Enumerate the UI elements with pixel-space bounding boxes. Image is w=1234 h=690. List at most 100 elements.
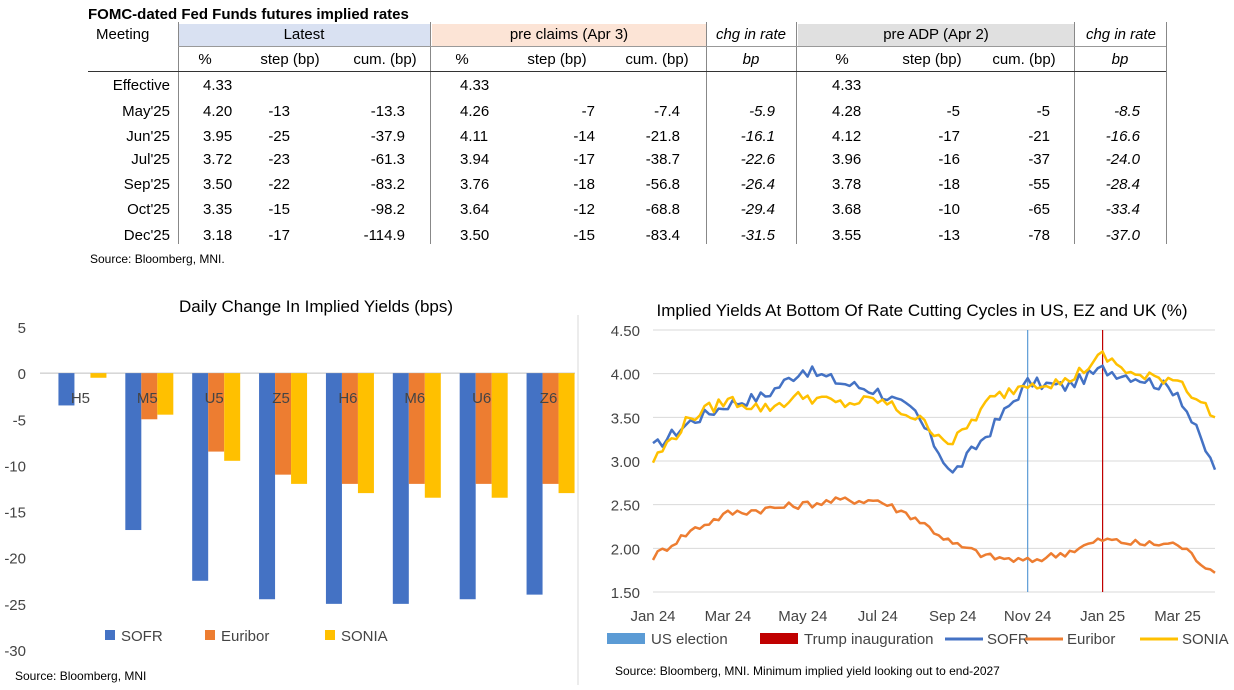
y-tick-label: 2.00 [611,541,640,558]
y-tick-label: 4.50 [611,323,640,340]
bar-sofr [58,373,75,406]
bar-sonia [424,373,441,498]
table-cell: -13.3 [370,103,405,120]
table-cell: -5 [946,103,960,120]
table-cell: 4.20 [203,103,233,120]
table-cell: -7.4 [654,103,680,120]
column-divider [1166,22,1167,244]
bar-euribor [141,373,158,420]
table-row-meeting: Jun'25 [126,128,170,145]
table-cell: -37 [1028,151,1050,168]
legend-label-trump-inauguration: Trump inauguration [804,631,934,648]
group-header-fill [1076,24,1166,46]
table-cell: -24.0 [1105,151,1140,168]
table-cell: -22 [268,176,290,193]
table-row-meeting: Dec'25 [123,227,170,244]
y-tick-label: -30 [4,643,26,660]
bar-sonia [558,373,575,494]
table-cell: -23 [268,151,290,168]
x-tick-label: U6 [472,390,491,407]
column-divider [178,22,179,244]
table-cell: -25 [268,128,290,145]
table-cell: 3.94 [460,151,490,168]
implied-yields-chart: Implied Yields At Bottom Of Rate Cutting… [595,290,1234,685]
table-cell: 4.11 [460,128,489,145]
legend-label-us-election: US election [651,631,728,648]
table-cell: -37.9 [370,128,405,145]
table-cell: -5.9 [749,103,775,120]
table-cell: -17 [573,151,595,168]
table-cell: -65 [1028,201,1050,218]
table-cell: -10 [938,201,960,218]
x-tick-label: Z6 [540,390,558,407]
x-tick-label: Jan 25 [1080,608,1125,625]
legend-swatch-sonia [325,630,335,640]
table-cell: 4.33 [460,77,490,94]
table-cell: -22.6 [740,151,775,168]
table-cell: -55 [1028,176,1050,193]
subheader-1: step (bp) [260,51,320,68]
table-cell: -21 [1028,128,1050,145]
column-divider [430,22,431,244]
table-cell: -61.3 [370,151,405,168]
legend-label-euribor: Euribor [221,628,269,645]
table-cell: -13 [268,103,290,120]
x-tick-label: M6 [404,390,425,407]
table-cell: 3.96 [832,151,862,168]
table-cell: 3.50 [203,176,233,193]
bar-sofr [192,373,209,581]
table-source: Source: Bloomberg, MNI. [90,252,225,266]
group-header-fill [432,24,706,46]
x-tick-label: Jan 24 [630,608,675,625]
table-cell: -16 [938,151,960,168]
legend-label-sonia: SONIA [1182,631,1229,648]
y-tick-label: -20 [4,551,26,568]
table-cell: 3.68 [832,201,862,218]
table-cell: -15 [573,227,595,244]
legend-swatch-us-election [607,633,645,644]
bar-sonia [491,373,508,498]
x-tick-label: Jul 24 [858,608,898,625]
table-row-meeting: May'25 [122,103,170,120]
bar-euribor [341,373,358,484]
table-cell: -33.4 [1105,201,1140,218]
table-cell: -78 [1028,227,1050,244]
group-header-label: chg in rate [715,26,787,43]
table-cell: -38.7 [645,151,680,168]
table-cell: 3.72 [203,151,233,168]
column-divider [706,22,707,244]
table-cell: -17 [268,227,290,244]
table-cell: 3.18 [203,227,233,244]
bar-sofr [259,373,276,600]
table-cell: 3.50 [460,227,490,244]
table-cell: -16.1 [740,128,775,145]
table-title: FOMC-dated Fed Funds futures implied rat… [88,6,409,23]
table-row-meeting: Oct'25 [127,201,170,218]
table-cell: -83.2 [370,176,405,193]
bar-sonia [291,373,308,484]
subheader-4: step (bp) [527,51,587,68]
subheader-9: cum. (bp) [992,51,1056,68]
column-divider [1074,22,1075,244]
x-tick-label: H5 [71,390,90,407]
subheader-0: % [198,51,212,68]
x-tick-label: Sep 24 [929,608,977,625]
group-header-fill [706,24,796,46]
subheader-rule [88,71,1166,72]
bar-sofr [325,373,342,604]
table-cell: -98.2 [370,201,405,218]
subheader-5: cum. (bp) [625,51,689,68]
column-divider [796,22,797,244]
series-line-euribor [651,496,1216,574]
y-tick-label: -10 [4,458,26,475]
legend-swatch-sofr [105,630,115,640]
chart-source: Source: Bloomberg, MNI. Minimum implied … [615,664,1000,678]
table-cell: -28.4 [1105,176,1140,193]
table-cell: -15 [268,201,290,218]
table-row-meeting: Effective [112,77,170,94]
y-tick-label: 2.50 [611,498,640,515]
table-cell: -114.9 [363,227,405,244]
bar-sofr [392,373,409,604]
legend-label-euribor: Euribor [1067,631,1115,648]
x-tick-label: Z5 [272,390,290,407]
